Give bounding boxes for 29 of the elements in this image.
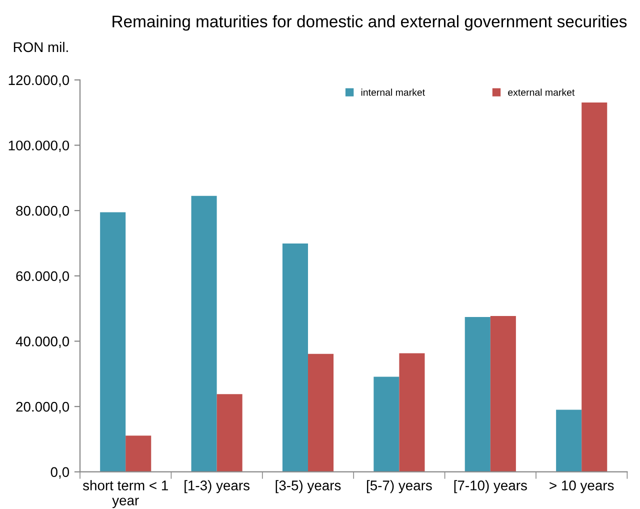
x-tick-label: [7-10) years: [454, 480, 527, 494]
bar: [308, 354, 334, 472]
y-axis-title: RON mil.: [14, 42, 68, 52]
y-tick-label: 80.000,0: [16, 206, 70, 218]
x-tick-label: [5-7) years: [367, 480, 432, 494]
y-tick-label: 20.000,0: [16, 402, 70, 414]
x-tick-label: [1-3) years: [184, 480, 250, 494]
bar: [399, 353, 425, 472]
bar: [490, 316, 516, 472]
legend-label: external market: [508, 88, 575, 96]
x-tick-label: short term < 1 year: [82, 480, 168, 508]
bar: [556, 410, 582, 472]
bar: [582, 102, 608, 472]
x-tick-label: [3-5) years: [276, 480, 341, 494]
chart-title: Remaining maturities for domestic and external government securities: [112, 15, 627, 31]
y-tick-label: 40.000,0: [16, 336, 70, 348]
bar: [464, 317, 490, 472]
bar: [100, 212, 126, 472]
y-tick-label: 100.000,0: [8, 140, 70, 152]
bar: [126, 436, 152, 472]
y-tick-label: 0,0: [50, 467, 70, 479]
x-tick-label: > 10 years: [550, 480, 614, 494]
y-tick-label: 120.000,0: [8, 75, 70, 87]
y-tick-label: 60.000,0: [16, 271, 70, 283]
bar: [282, 244, 308, 472]
legend-label: internal market: [361, 88, 425, 96]
bar: [216, 394, 242, 472]
bar: [191, 196, 217, 472]
bar: [374, 376, 400, 472]
